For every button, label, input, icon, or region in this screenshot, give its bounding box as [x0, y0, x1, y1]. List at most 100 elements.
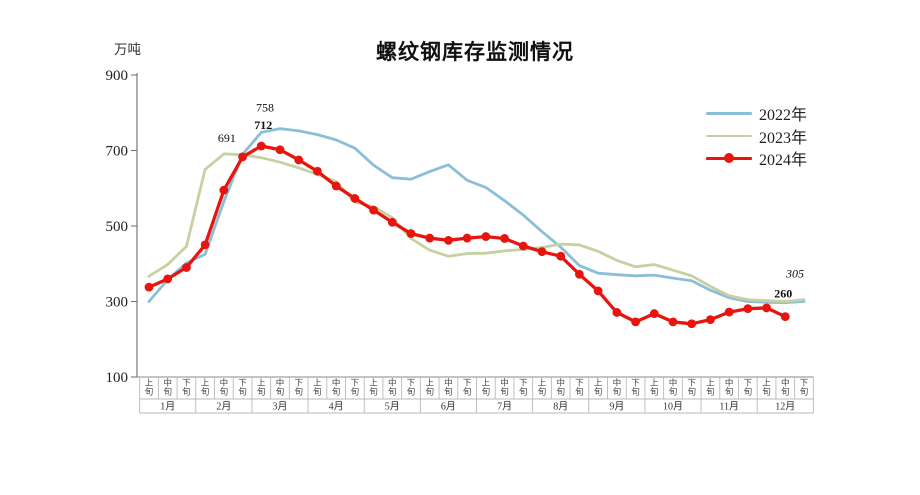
- x-axis-month-label: 10月: [663, 401, 683, 413]
- x-axis-period-label: 上旬: [257, 378, 266, 397]
- legend-swatch-2023-line-icon: [706, 131, 752, 141]
- data-point-marker-2024年: [406, 229, 416, 238]
- data-point-marker-2024年: [743, 304, 753, 314]
- chart-legend: 2022年 2023年 2024年: [706, 102, 807, 170]
- data-label-758: 758: [256, 101, 274, 115]
- legend-item-2024: 2024年: [706, 147, 807, 170]
- x-axis-period-label: 中旬: [388, 378, 397, 397]
- x-axis-month-label: 8月: [553, 401, 568, 413]
- legend-label: 2023年: [759, 129, 808, 147]
- x-axis-month-label: 9月: [609, 401, 624, 413]
- data-point-marker-2024年: [518, 241, 528, 251]
- chart-title: 螺纹钢库存监测情况: [376, 40, 574, 64]
- legend-item-2023: 2023年: [706, 125, 807, 148]
- legend-label: 2024年: [759, 152, 808, 170]
- x-axis-period-label: 上旬: [425, 378, 434, 397]
- data-point-marker-2024年: [182, 263, 191, 272]
- x-axis-period-label: 下旬: [238, 378, 247, 397]
- y-axis-unit-label: 万吨: [114, 42, 141, 57]
- data-point-marker-2024年: [500, 234, 509, 243]
- data-label-305: 305: [785, 267, 804, 281]
- data-label-712: 712: [254, 118, 272, 132]
- x-axis-period-label: 上旬: [145, 378, 154, 397]
- x-axis-month-label: 12月: [775, 401, 795, 413]
- x-axis-month-label: 5月: [385, 401, 400, 413]
- x-axis-period-label: 上旬: [538, 378, 547, 397]
- x-axis-month-label: 4月: [329, 401, 344, 413]
- data-point-marker-2024年: [425, 233, 435, 243]
- y-axis-tick-label: 500: [106, 219, 129, 235]
- x-axis-month-label: 6月: [441, 401, 456, 413]
- x-axis-period-label: 上旬: [201, 378, 210, 397]
- data-label-691: 691: [218, 131, 236, 145]
- x-axis-period-label: 下旬: [463, 378, 472, 397]
- x-axis-period-label: 上旬: [369, 378, 378, 397]
- x-axis-month-label: 2月: [216, 401, 231, 413]
- data-point-marker-2024年: [163, 274, 173, 284]
- x-axis-period-label: 中旬: [444, 378, 453, 397]
- x-axis-period-label: 中旬: [500, 378, 509, 397]
- data-point-marker-2024年: [612, 308, 622, 317]
- data-point-marker-2024年: [780, 312, 790, 321]
- y-axis-tick-label: 700: [106, 144, 129, 160]
- data-point-marker-2024年: [238, 152, 247, 162]
- y-axis-tick-label: 900: [106, 68, 129, 84]
- data-point-marker-2024年: [649, 309, 659, 318]
- data-point-marker-2024年: [537, 247, 547, 257]
- data-point-marker-2024年: [556, 251, 566, 261]
- x-axis-period-label: 上旬: [650, 378, 659, 397]
- data-point-marker-2024年: [575, 269, 584, 279]
- x-axis-period-label: 中旬: [332, 378, 341, 397]
- x-axis-period-label: 上旬: [762, 378, 771, 397]
- data-point-marker-2024年: [200, 240, 210, 250]
- data-label-260: 260: [774, 287, 792, 301]
- x-axis-period-label: 上旬: [313, 378, 322, 397]
- x-axis-period-label: 上旬: [482, 378, 491, 397]
- x-axis-period-label: 中旬: [669, 378, 678, 397]
- x-axis-month-label: 1月: [160, 401, 175, 413]
- x-axis-period-label: 中旬: [725, 378, 734, 397]
- series-line-2022年: [147, 127, 806, 305]
- series-line-2023年: [147, 152, 806, 303]
- x-axis-period-label: 中旬: [781, 378, 790, 397]
- data-point-marker-2024年: [762, 303, 771, 313]
- x-axis-period-label: 中旬: [613, 378, 622, 397]
- x-axis-period-label: 下旬: [519, 378, 528, 397]
- data-point-marker-2024年: [350, 194, 360, 203]
- x-axis-period-label: 下旬: [744, 378, 753, 397]
- y-axis-tick-label: 300: [106, 295, 129, 311]
- data-point-marker-2024年: [313, 166, 322, 176]
- x-axis-period-label: 中旬: [276, 378, 285, 397]
- legend-label: 2022年: [759, 107, 808, 125]
- legend-item-2022: 2022年: [706, 102, 807, 125]
- x-axis-period-label: 下旬: [800, 378, 809, 397]
- x-axis-period-label: 下旬: [294, 378, 303, 397]
- data-point-marker-2024年: [294, 155, 304, 165]
- data-point-marker-2024年: [144, 282, 154, 292]
- x-axis-period-label: 中旬: [556, 378, 565, 397]
- data-point-marker-2024年: [275, 145, 285, 155]
- data-point-marker-2024年: [724, 307, 734, 317]
- y-axis-tick-label: 100: [106, 370, 129, 386]
- data-point-marker-2024年: [369, 205, 378, 215]
- data-point-marker-2024年: [387, 217, 397, 227]
- x-axis-month-label: 7月: [497, 401, 512, 413]
- data-point-marker-2024年: [219, 185, 229, 195]
- data-point-marker-2024年: [256, 141, 266, 151]
- x-axis-month-label: 11月: [719, 401, 739, 413]
- legend-swatch-2022-line-icon: [706, 108, 752, 118]
- legend-swatch-2024-line-marker-icon: [706, 153, 752, 164]
- data-point-marker-2024年: [481, 232, 491, 241]
- x-axis-period-label: 下旬: [351, 378, 360, 397]
- x-axis-period-label: 上旬: [706, 378, 715, 397]
- x-axis-period-label: 上旬: [594, 378, 603, 397]
- data-point-marker-2024年: [668, 317, 678, 327]
- data-point-marker-2024年: [331, 181, 341, 191]
- x-axis-month-label: 3月: [272, 401, 287, 413]
- x-axis-period-label: 下旬: [182, 378, 191, 397]
- x-axis-period-label: 中旬: [220, 378, 229, 397]
- data-point-marker-2024年: [687, 319, 697, 329]
- x-axis-period-label: 下旬: [575, 378, 584, 397]
